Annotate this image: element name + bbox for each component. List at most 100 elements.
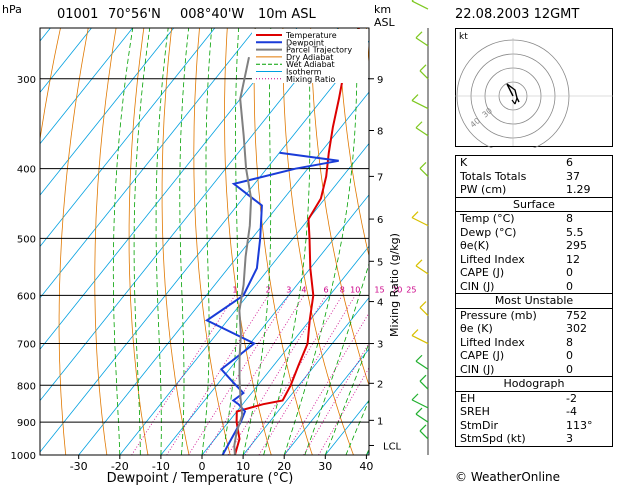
x-tick-label: -20 [111, 460, 129, 473]
surface-label: θe(K) [460, 239, 490, 252]
plot-frame [39, 27, 370, 456]
wind-barb [419, 64, 429, 80]
mixing-ratio-line [303, 342, 369, 455]
wind-barb [415, 407, 429, 423]
legend-label: Parcel Trajectory [286, 46, 352, 55]
legend-label: Dry Adiabat [286, 53, 333, 62]
most-unstable-row: Lifted Index 8 [456, 336, 612, 350]
x-tick-label: 30 [318, 460, 332, 473]
surface-label: Dewp (°C) [460, 225, 517, 239]
mixing-ratio-label: 25 [406, 285, 416, 294]
surface-value: 0 [566, 266, 573, 279]
hodograph-params-header: Hodograph [456, 376, 612, 392]
pressure-tick-label: 1000 [11, 451, 36, 462]
right-axis-title: Mixing Ratio (g/kg) [388, 233, 401, 337]
wind-barb [411, 211, 429, 227]
km-unit-label: km [374, 3, 391, 16]
surface-label: Lifted Index [460, 252, 525, 266]
most-unstable-label: CAPE (J) [460, 349, 505, 362]
hodograph-param-label: SREH [460, 405, 490, 418]
isotherm-line [40, 28, 216, 248]
wind-barb [419, 374, 429, 390]
wet-adiabat-line [222, 28, 240, 455]
wind-barb [411, 393, 429, 409]
most-unstable-row: CAPE (J) 0 [456, 349, 612, 363]
height-tick-label: 4 [377, 298, 383, 309]
pressure-tick-label: 900 [17, 418, 36, 429]
most-unstable-label: CIN (J) [460, 362, 495, 376]
most-unstable-value: 302 [566, 322, 587, 335]
dry-adiabat-line [338, 28, 369, 258]
parcel-trajectory [233, 56, 253, 455]
hodograph-param-label: StmDir [460, 418, 499, 432]
wet-adiabat-line [304, 262, 369, 455]
surface-row: CAPE (J) 0 [456, 266, 612, 280]
wind-barb [415, 121, 429, 137]
wet-adiabat-line [133, 28, 151, 455]
wind-barb [415, 354, 429, 370]
mixing-ratio-label: 15 [374, 285, 384, 294]
wet-adiabat-line [324, 342, 369, 455]
wet-adiabat-line [155, 28, 169, 455]
height-tick-label: 3 [377, 340, 383, 351]
index-totals-totals: Totals Totals 37 [460, 169, 580, 183]
hodograph-param-value: 3 [566, 432, 573, 445]
dry-adiabat-line [615, 22, 629, 455]
mixing-ratio-label: 3 [286, 285, 291, 294]
hodograph-param-label: StmSpd (kt) [460, 432, 526, 445]
surface-label: Temp (°C) [460, 212, 515, 225]
dry-adiabat-line [161, 28, 190, 455]
hodograph-param-row: StmDir 113° [456, 419, 612, 433]
pressure-tick-label: 400 [17, 165, 36, 176]
hodograph-param-row: EH -2 [456, 392, 612, 406]
hodograph-param-value: -4 [566, 405, 577, 418]
surface-value: 5.5 [566, 225, 584, 239]
pressure-tick-label: 700 [17, 340, 36, 351]
wind-barb [415, 259, 429, 275]
station-lat: 70°56'N [108, 7, 161, 22]
credit-label: © WeatherOnline [455, 470, 561, 484]
hodograph-param-value: 113° [566, 418, 593, 432]
hodograph-param-value: -2 [566, 391, 577, 405]
dewpoint-profile [204, 151, 339, 455]
temperature-profile [233, 28, 360, 455]
isotherm-line [40, 28, 92, 94]
datetime-label: 22.08.2003 12GMT [455, 7, 579, 22]
surface-label: CAPE (J) [460, 266, 505, 279]
x-axis-title: Dewpoint / Temperature (°C) [107, 471, 294, 486]
wind-barb [419, 301, 429, 316]
x-tick-label: -10 [152, 460, 170, 473]
legend-label: Temperature [285, 31, 337, 40]
hodograph: kt 40 30 [455, 28, 613, 148]
isotherm-line [201, 245, 369, 455]
most-unstable-row: θe (K) 302 [456, 322, 612, 336]
asl-unit-label: ASL [374, 16, 396, 29]
most-unstable-label: θe (K) [460, 322, 493, 335]
height-tick-label: LCL [383, 441, 402, 452]
surface-row: θe(K) 295 [456, 239, 612, 253]
legend-label: Mixing Ratio [286, 75, 335, 84]
isotherm-line [40, 40, 369, 453]
pressure-tick-label: 800 [17, 381, 36, 392]
station-lon: 008°40'W [180, 7, 244, 22]
height-tick-label: 2 [377, 379, 383, 390]
station-elevation: 10m ASL [258, 7, 316, 22]
isotherm-line [119, 142, 369, 455]
wind-barb [411, 94, 429, 110]
isotherm-line [283, 348, 369, 455]
mixing-ratio-label: 2 [266, 285, 271, 294]
dry-adiabat-line [58, 28, 89, 455]
wet-adiabat-line [179, 28, 190, 455]
dry-adiabat-line [193, 28, 231, 455]
pressure-tick-label: 600 [17, 291, 36, 302]
height-tick-label: 8 [377, 127, 383, 138]
mixing-ratio-line [284, 312, 369, 455]
x-tick-label: 10 [236, 460, 250, 473]
most-unstable-row: Pressure (mb) 752 [456, 309, 612, 323]
isotherm-line [242, 296, 369, 455]
wet-adiabat-line [201, 28, 213, 455]
mixing-ratio-label: 20 [392, 285, 402, 294]
